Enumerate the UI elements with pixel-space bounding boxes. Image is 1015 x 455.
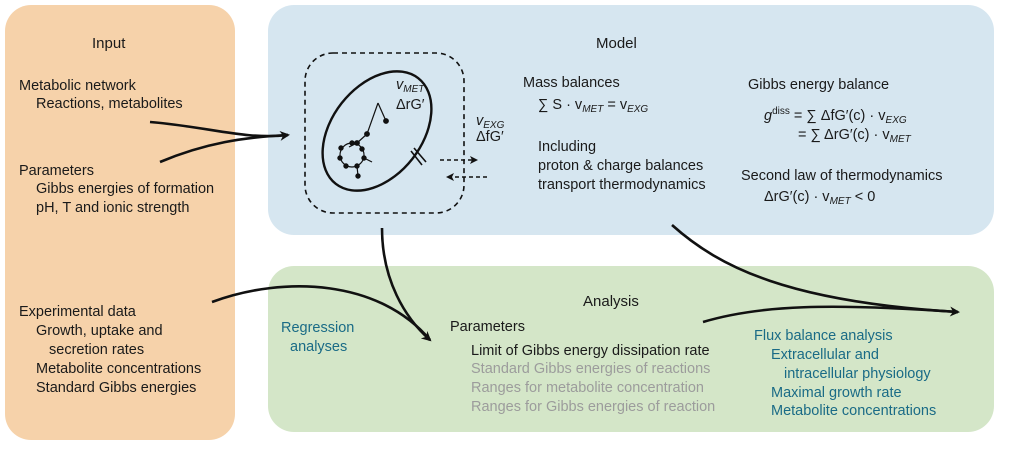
cell-membrane	[300, 50, 453, 211]
parameters-to-model-arrow	[160, 135, 288, 162]
model-to-fba-arrow	[672, 225, 958, 312]
system-boundary	[305, 53, 464, 213]
network-to-model-arrow	[150, 122, 288, 136]
parameters-to-fba-arrow	[703, 307, 958, 322]
metabolic-network-glyph	[338, 103, 388, 178]
model-to-analysis-arrow	[382, 228, 430, 340]
